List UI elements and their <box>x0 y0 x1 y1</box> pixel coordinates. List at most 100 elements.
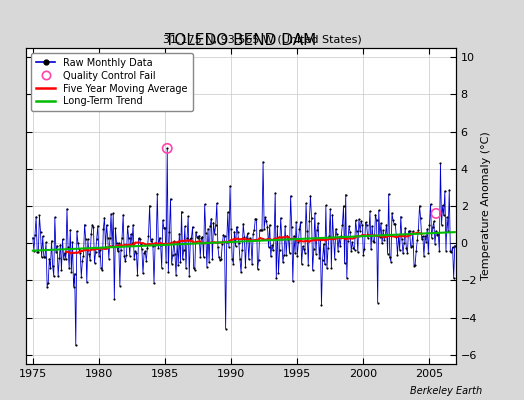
Point <box>206 223 214 230</box>
Point <box>175 230 183 237</box>
Point <box>160 225 168 232</box>
Point <box>34 249 42 256</box>
Point <box>314 220 322 226</box>
Point <box>323 265 331 271</box>
Point <box>98 267 106 273</box>
Point <box>387 258 395 265</box>
Point <box>309 267 317 274</box>
Point <box>93 236 101 242</box>
Point <box>80 222 89 228</box>
Point <box>412 248 420 254</box>
Point <box>141 248 149 254</box>
Point <box>370 238 378 245</box>
Point <box>369 238 377 245</box>
Point <box>343 275 351 281</box>
Point <box>378 240 386 246</box>
Point <box>329 212 337 218</box>
Point <box>44 280 52 286</box>
Point <box>67 268 75 275</box>
Point <box>203 264 211 270</box>
Point <box>132 250 140 256</box>
Point <box>299 243 307 250</box>
Point <box>340 202 348 209</box>
Point <box>428 234 436 241</box>
Point <box>170 238 178 245</box>
Point <box>88 222 96 228</box>
Point <box>402 244 410 251</box>
Point <box>224 209 232 215</box>
Point <box>266 222 274 228</box>
Point <box>297 219 305 225</box>
Point <box>247 237 255 243</box>
Point <box>338 222 346 228</box>
Point <box>256 227 264 234</box>
Point <box>403 250 411 256</box>
Point <box>188 224 196 230</box>
Point <box>136 236 144 242</box>
Point <box>108 243 116 249</box>
Point <box>408 242 416 249</box>
Point <box>300 246 308 252</box>
Point <box>376 234 384 240</box>
Point <box>159 217 167 224</box>
Point <box>119 212 127 218</box>
Point <box>440 212 448 219</box>
Point <box>144 233 152 239</box>
Point <box>177 208 185 215</box>
Point <box>57 267 66 274</box>
Point <box>147 238 155 244</box>
Point <box>272 275 280 282</box>
Point <box>383 222 391 228</box>
Point <box>62 256 70 262</box>
Point <box>355 216 363 222</box>
Point <box>259 159 267 165</box>
Point <box>295 226 303 232</box>
Point <box>432 210 440 217</box>
Point <box>279 259 287 265</box>
Point <box>351 247 359 253</box>
Point <box>281 223 289 229</box>
Point <box>271 190 279 196</box>
Point <box>158 264 166 271</box>
Point <box>235 240 243 246</box>
Point <box>208 256 216 262</box>
Point <box>184 213 192 220</box>
Point <box>246 235 254 241</box>
Point <box>274 270 282 276</box>
Point <box>78 258 86 264</box>
Point <box>293 253 301 259</box>
Point <box>215 254 223 261</box>
Point <box>153 190 161 197</box>
Point <box>48 262 57 269</box>
Point <box>120 252 128 259</box>
Point <box>354 249 362 255</box>
Point <box>95 252 103 259</box>
Point <box>35 212 43 218</box>
Point <box>74 240 82 246</box>
Point <box>192 229 200 235</box>
Point <box>398 236 406 243</box>
Point <box>364 235 372 241</box>
Point <box>359 251 367 258</box>
Point <box>427 201 435 207</box>
Point <box>201 201 209 208</box>
Point <box>139 270 147 276</box>
Point <box>310 246 318 252</box>
Point <box>123 223 132 229</box>
Point <box>165 228 173 235</box>
Point <box>163 145 171 152</box>
Point <box>229 260 237 267</box>
Point <box>400 240 408 246</box>
Point <box>47 238 56 244</box>
Point <box>220 233 228 240</box>
Point <box>368 223 376 229</box>
Point <box>182 265 190 272</box>
Point <box>390 221 398 227</box>
Point <box>277 215 285 221</box>
Point <box>171 250 179 257</box>
Point <box>104 235 112 241</box>
Point <box>73 228 81 234</box>
Point <box>43 283 51 290</box>
Point <box>115 240 123 246</box>
Point <box>127 231 135 238</box>
